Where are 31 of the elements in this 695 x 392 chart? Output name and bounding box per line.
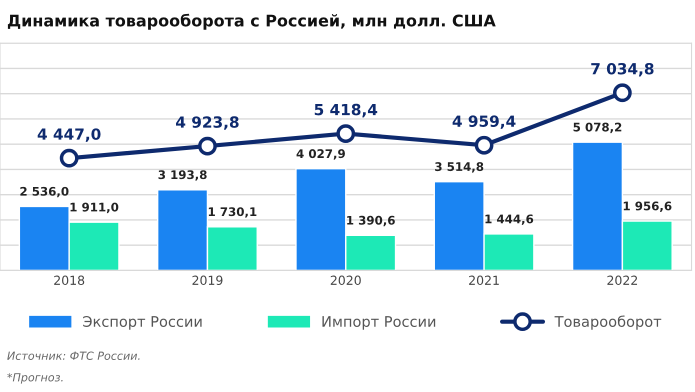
point: [336, 124, 356, 143]
data-label: 4 959,4: [452, 115, 516, 129]
x-tick-label: 2019: [192, 276, 222, 286]
data-label: 4 027,9: [296, 149, 345, 160]
data-label: 1 444,6: [485, 214, 534, 225]
data-label: 1 911,0: [70, 202, 118, 214]
point: [60, 148, 79, 168]
legend-label: Экспорт России: [83, 316, 202, 330]
x-tick-label: 2022: [607, 276, 638, 286]
text: *Прогноз.: [7, 373, 63, 384]
point: [474, 136, 494, 155]
data-label: 1 390,6: [347, 216, 395, 226]
x-tick-label: 2020: [330, 276, 361, 286]
text: Источник: ФТС России.: [7, 352, 140, 360]
data-label: 3 514,8: [435, 162, 484, 173]
data-label: 4 923,8: [176, 116, 239, 130]
data-label: 1 730,1: [208, 207, 256, 218]
data-label: 5 078,2: [574, 122, 622, 134]
data-label: 5 418,4: [314, 104, 378, 118]
data-label: 7 034,8: [591, 62, 654, 76]
legend-label: Импорт России: [322, 316, 436, 330]
data-label: 4 447,0: [38, 128, 101, 142]
data-label: 1 956,6: [624, 202, 672, 212]
x-tick-label: 2018: [54, 276, 84, 286]
data-label: 3 193,8: [158, 170, 207, 181]
x-tick-label: 2021: [469, 276, 499, 286]
data-label: 2 536,0: [20, 186, 69, 198]
legend-label: Товарооборот: [554, 315, 662, 330]
point: [198, 136, 217, 156]
chart-title: Динамика товарооборота с Россией, млн долл. США: [8, 14, 496, 30]
point: [613, 83, 632, 102]
